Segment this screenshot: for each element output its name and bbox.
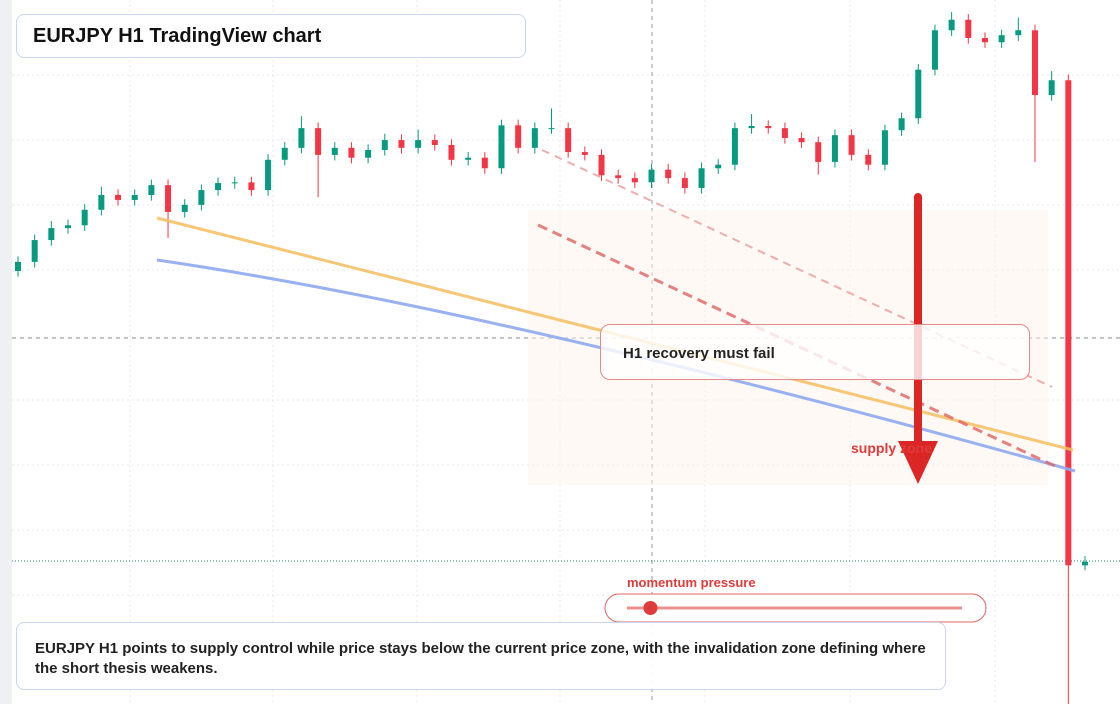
candle-body [648, 169, 655, 183]
candle-body [565, 128, 572, 153]
candle-body [1065, 80, 1072, 566]
candle-body [281, 147, 288, 160]
candle-body [715, 164, 722, 169]
candle-body [698, 168, 705, 188]
candle-body [331, 147, 338, 155]
trendline-blue [156, 258, 1076, 473]
candle-body [581, 152, 588, 155]
annotation-box: H1 recovery must fail [600, 324, 1030, 380]
slider-knob [643, 601, 658, 615]
candle-body [231, 182, 238, 184]
title: EURJPY H1 TradingView chart [33, 25, 322, 47]
summary-box: EURJPY H1 points to supply control while… [16, 622, 946, 690]
candle-body [165, 185, 172, 212]
candle-body [598, 154, 605, 176]
candle-body [881, 130, 888, 165]
candle-body [215, 183, 222, 191]
candle-body [481, 157, 488, 169]
candle-body [115, 195, 122, 200]
candle-body [681, 178, 688, 188]
candle-body [298, 128, 305, 148]
candle-body [781, 128, 788, 138]
candle-body [998, 35, 1005, 43]
candle-body [948, 19, 955, 31]
candle-body [498, 125, 505, 169]
candle-body [381, 140, 388, 150]
candle-body [815, 142, 822, 162]
candle-body [831, 135, 838, 162]
candle-body [448, 145, 455, 160]
candle-body [48, 228, 55, 241]
momentum-label: momentum pressure [627, 575, 756, 590]
candle-body [65, 225, 72, 229]
candle-body [1031, 30, 1038, 96]
candle-body [31, 240, 38, 262]
candle-body [1082, 561, 1088, 566]
candle-body [848, 135, 855, 155]
candle-body [615, 175, 622, 179]
candle-body [631, 178, 638, 183]
candle-body [515, 125, 522, 148]
candle-body [731, 128, 738, 165]
candle-body [365, 149, 372, 158]
candle-body [898, 118, 905, 131]
candle-body [398, 140, 405, 148]
candle-body [431, 140, 438, 146]
candle-body [148, 185, 155, 196]
candle-body [548, 128, 555, 130]
candle-body [981, 38, 988, 43]
title-box: EURJPY H1 TradingView chart [16, 14, 526, 58]
annotation: H1 recovery must fail [623, 345, 775, 362]
candle-body [15, 261, 21, 272]
candle-body [1048, 80, 1055, 96]
candle-body [198, 190, 205, 205]
candle-body [915, 69, 922, 119]
arrow-head [898, 441, 938, 484]
candle-body [798, 137, 805, 143]
candle-body [865, 154, 872, 165]
supply-label: supply zone [851, 440, 932, 456]
summary: EURJPY H1 points to supply control while… [35, 640, 926, 677]
candle-body [98, 195, 105, 210]
candle-body [81, 209, 88, 226]
candle-body [248, 182, 255, 191]
candle-body [965, 19, 972, 39]
candle-body [748, 126, 755, 129]
candle-body [265, 159, 272, 191]
candle-body [531, 128, 538, 148]
candle-body [315, 128, 322, 155]
candle-body [765, 126, 772, 129]
candle-body [1015, 30, 1022, 36]
candle-body [465, 157, 472, 160]
candle-body [931, 30, 938, 70]
candle-body [665, 169, 672, 179]
candle-body [131, 195, 138, 200]
candle-body [348, 147, 355, 158]
candle-body [181, 204, 188, 212]
left-edge [0, 0, 12, 704]
candle-body [415, 140, 422, 148]
candles [15, 11, 1088, 704]
